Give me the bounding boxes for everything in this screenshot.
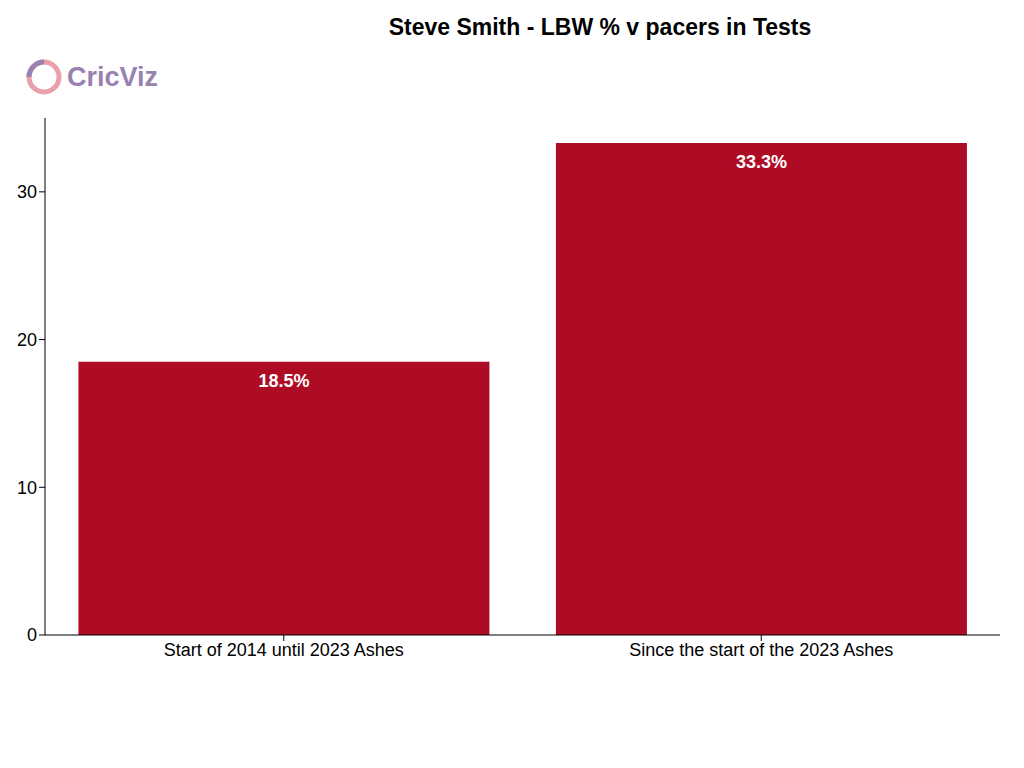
svg-text:33.3%: 33.3% <box>736 152 787 172</box>
svg-text:18.5%: 18.5% <box>258 371 309 391</box>
html-text:Steve Smith - LBW % v pacers i: Steve Smith - LBW % v pacers in Tests <box>388 14 812 40</box>
svg-text:30: 30 <box>17 182 37 202</box>
svg-text:Since the start of the 2023 As: Since the start of the 2023 Ashes <box>629 640 893 660</box>
svg-text:20: 20 <box>17 330 37 350</box>
html-text:CricViz: CricViz <box>67 61 158 92</box>
svg-text:10: 10 <box>17 478 37 498</box>
svg-text:Start of 2014 until 2023 Ashes: Start of 2014 until 2023 Ashes <box>164 640 404 660</box>
svg-text:0: 0 <box>27 625 37 645</box>
